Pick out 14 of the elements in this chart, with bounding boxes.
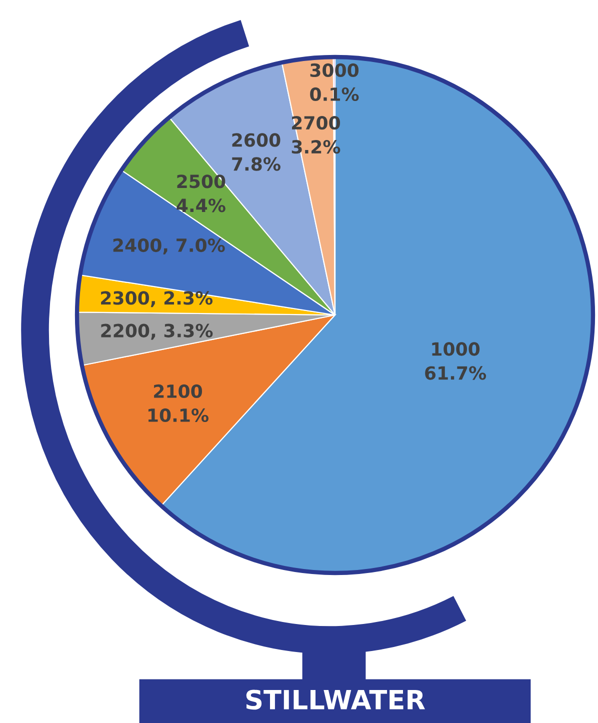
- text: STILLWATER: [246, 690, 425, 710]
- data-label: 61.7%: [425, 366, 486, 380]
- slice-label: 2100: [154, 384, 202, 398]
- data-label: , 3.3%: [151, 324, 213, 340]
- data-label: , 7.0%: [163, 238, 225, 254]
- slice-label: 2200: [101, 324, 150, 338]
- data-label: 10.1%: [148, 408, 208, 422]
- slice-label: 2300: [101, 291, 150, 305]
- data-label: 7.8%: [232, 157, 280, 171]
- data-label: , 2.3%: [150, 291, 213, 308]
- slice-label: 2600: [232, 133, 280, 147]
- slice-label: 2400: [113, 238, 162, 252]
- slice-label: 1000: [432, 342, 480, 356]
- data-label: 4.4%: [176, 198, 226, 212]
